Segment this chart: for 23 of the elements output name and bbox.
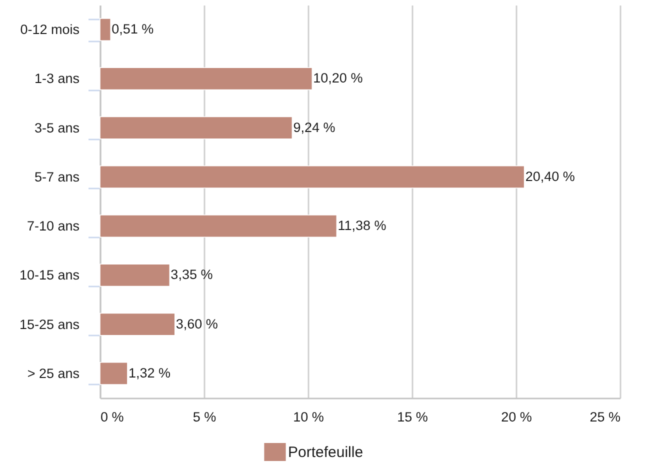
y-tick-label: 7-10 ans <box>26 218 80 234</box>
legend-label: Portefeuille <box>288 444 364 461</box>
data-label: 0,51 % <box>112 22 154 37</box>
y-tick-label: 1-3 ans <box>34 71 80 86</box>
y-tick-label: 0-12 mois <box>20 22 80 38</box>
x-tick-label: 5 % <box>192 410 216 424</box>
x-tick-label: 0 % <box>100 410 124 424</box>
x-tick-label: 20 % <box>501 410 532 424</box>
y-tick-label: 15-25 ans <box>19 316 80 332</box>
y-tick-label: 3-5 ans <box>34 120 80 136</box>
y-tick-label: 5-7 ans <box>34 169 80 184</box>
data-label: 11,38 % <box>338 218 386 234</box>
x-tick-label: 15 % <box>397 410 428 424</box>
x-tick-label: 25 % <box>590 410 620 424</box>
data-label: 3,35 % <box>170 267 213 282</box>
x-tick-label: 10 % <box>293 410 324 424</box>
data-label: 1,32 % <box>128 365 170 380</box>
y-tick-label: > 25 ans <box>27 366 80 381</box>
data-label: 10,20 % <box>313 70 363 86</box>
data-label: 20,40 % <box>525 168 575 184</box>
data-label: 9,24 % <box>293 120 336 135</box>
y-tick-label: 10-15 ans <box>19 268 80 283</box>
data-label: 3,60 % <box>176 316 218 332</box>
